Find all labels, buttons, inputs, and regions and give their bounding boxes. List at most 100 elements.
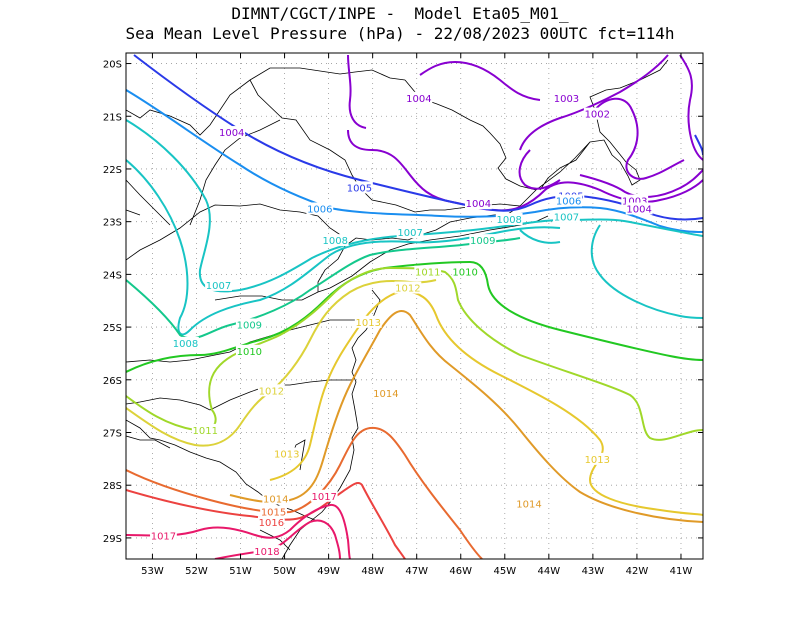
isobar-label-bg [394,281,422,294]
x-tick-label: 50W [273,566,296,577]
plot-area [126,53,703,559]
isobar-label: 1004 [406,94,431,105]
isobar-label: 1004 [219,128,244,139]
isobar-label-bg [205,278,232,291]
state-border-2 [126,119,343,261]
isobar-label: 1013 [274,450,299,461]
isobar-label-bg [464,197,492,210]
isobar-label: 1014 [373,389,398,400]
y-tick-label: 28S [103,481,122,492]
isobar-label-bg [515,497,543,510]
isobar-label: 1007 [397,228,422,239]
isobar-label: 1010 [237,347,262,358]
isobar-1013 [269,290,703,516]
isobar-1008 [126,159,561,336]
isobar-label-bg [253,545,281,558]
isobar-1002 [594,97,685,180]
isobar-label-bg [451,265,479,278]
x-tick-label: 42W [626,566,649,577]
isobar-label-bg [414,265,442,278]
y-tick-label: 27S [103,429,122,440]
y-tick-label: 20S [103,60,122,71]
chart-title-line-1: DIMNT/CGCT/INPE - Model Eta05_M01_ [231,4,569,23]
x-tick-label: 46W [449,566,472,577]
isobar-label: 1008 [173,339,198,350]
isobar-label-bg [257,516,285,529]
isobar-label: 1011 [193,426,218,437]
isobar-label: 1018 [254,547,279,558]
isobar-label: 1007 [206,281,231,292]
isobar-label: 1012 [395,284,420,295]
plot-frame [125,52,704,560]
y-tick-label: 23S [103,218,122,229]
x-tick-label: 53W [141,566,164,577]
isobar-label: 1005 [347,183,372,194]
isobar-label: 1010 [452,268,477,279]
isobar-label-bg [555,194,583,207]
isobar-1017 [126,503,351,559]
isobar-label-bg [495,213,523,226]
isobar-label-bg [172,336,199,349]
isobar-label: 1013 [356,318,381,329]
isobar-label: 1006 [307,204,332,215]
isobar-1011 [126,266,703,441]
y-tick-label: 26S [103,376,122,387]
isobar-1009 [126,237,521,340]
state-border-1 [126,67,521,213]
isobar-label-bg [553,91,580,104]
y-tick-label: 25S [103,323,122,334]
x-tick-label: 48W [361,566,384,577]
x-tick-label: 45W [493,566,516,577]
isobar-label-bg [583,107,611,120]
isobar-label-bg [354,315,382,328]
isobar-label-bg [262,492,290,505]
y-tick-label: 22S [103,165,122,176]
isobar-label: 1014 [516,500,541,511]
isobar-label-bg [553,210,580,223]
isobar-1014 [229,310,703,523]
x-tick-label: 44W [538,566,561,577]
isobar-label-bg [218,126,246,139]
isobar-label: 1004 [466,199,491,210]
isobar-label: 1004 [626,204,651,215]
isobar-label-bg [306,202,334,215]
isobar-label: 1016 [259,518,284,529]
coastline-path [281,59,669,559]
y-tick-label: 21S [103,112,122,123]
isobar-label: 1014 [263,494,288,505]
isobar-label-bg [583,452,611,465]
isobar-label: 1008 [322,236,347,247]
x-tick-label: 51W [229,566,252,577]
isobar-1015 [126,426,483,559]
x-tick-label: 52W [185,566,208,577]
x-tick-label: 41W [670,566,693,577]
isobar-1016 [126,482,406,559]
isobar-label-bg [321,234,349,247]
isobar-label: 1017 [311,492,336,503]
isobar-label: 1009 [237,320,262,331]
isobar-label: 1017 [151,531,176,542]
axis-ticks: 53W 52W 51W 50W 49W 48W 47W 46W 45W 44W 43W 42W 41W 2… [103,53,703,577]
y-tick-label: 24S [103,270,122,281]
isobar-label: 1015 [261,508,286,519]
isobar-label: 1009 [470,236,495,247]
y-tick-label: 29S [103,534,122,545]
isobar-1007 [126,119,703,319]
isobar-label-bg [310,489,338,502]
isobar-1003 [519,54,703,198]
isobar-label: 1013 [585,455,610,466]
isobar-label-bg [150,529,177,542]
isobar-1012 [126,279,437,447]
x-tick-label: 49W [317,566,340,577]
isobar-label-bg [405,91,433,104]
isobar-label: 1002 [585,110,610,121]
x-tick-label: 47W [405,566,428,577]
isobar-1010 [126,260,703,373]
isobar-label: 1003 [622,197,647,208]
chart-title-line-2: Sea Mean Level Pressure (hPa) - 22/08/20… [125,24,675,43]
isobar-label-bg [191,423,219,436]
isobar-label-bg [235,344,263,357]
isobar-label-bg [346,181,373,194]
isobar-label: 1008 [496,215,521,226]
